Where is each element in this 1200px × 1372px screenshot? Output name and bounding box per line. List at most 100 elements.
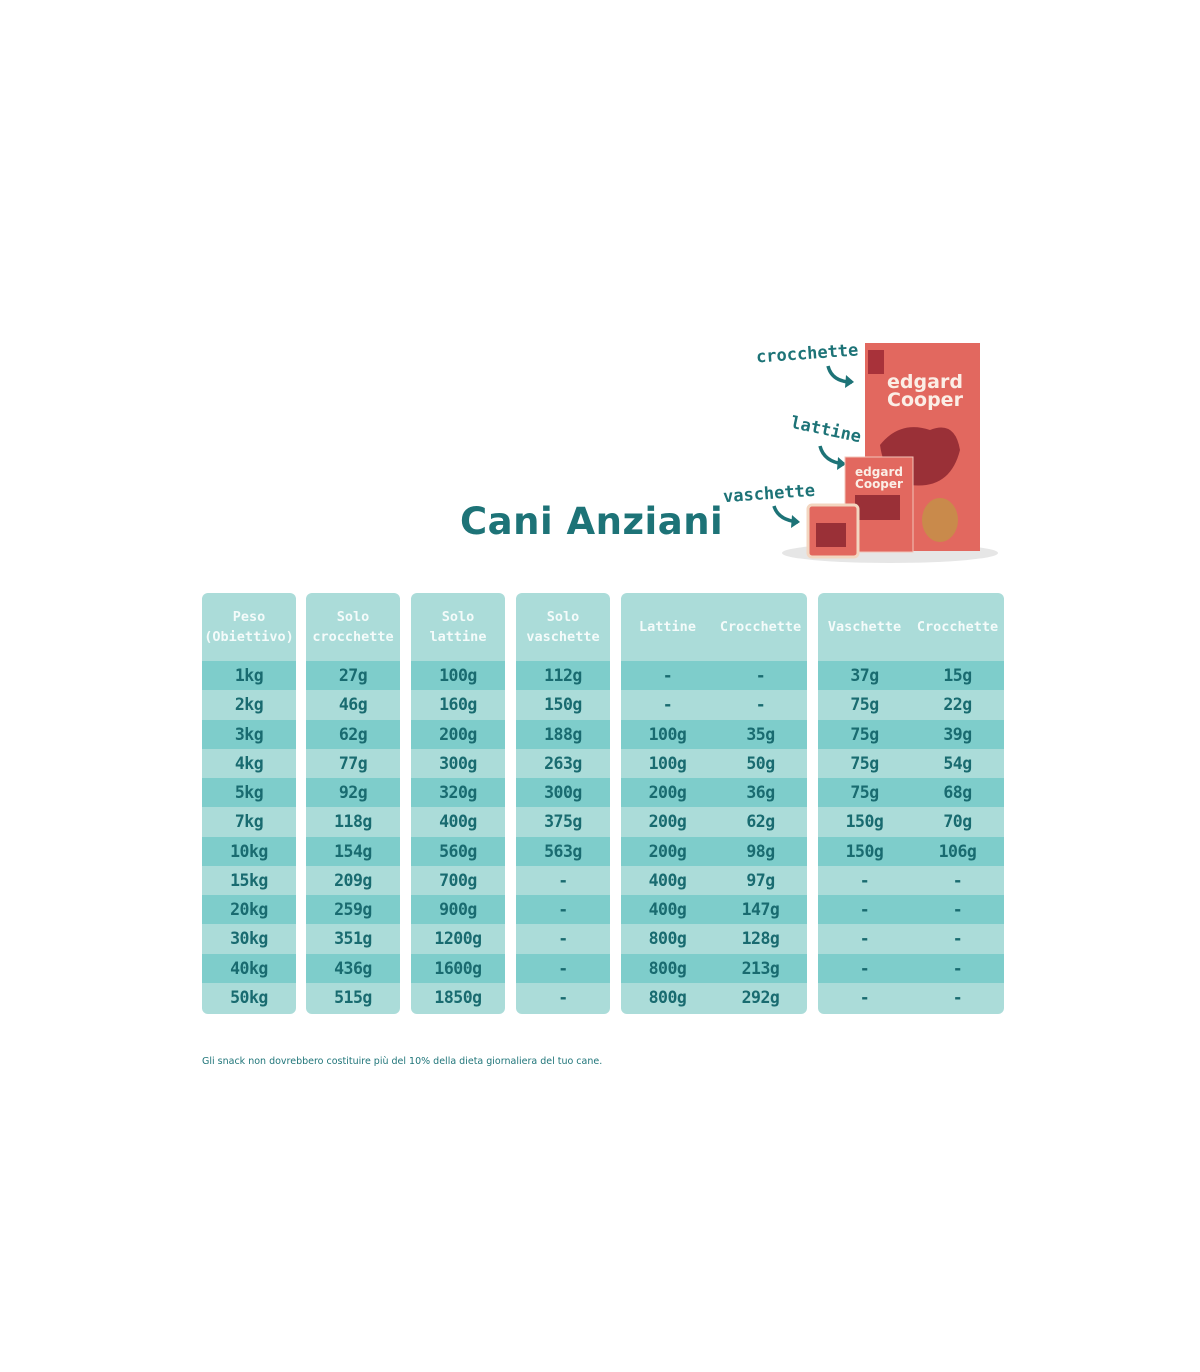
table-cell: -	[952, 929, 963, 949]
table-cell: -	[859, 870, 870, 890]
table-row: 112g	[516, 661, 610, 691]
table-cell: 75g	[850, 724, 879, 744]
panel-header: Peso (Obiettivo)	[202, 593, 296, 661]
table-cell: 160g	[439, 695, 477, 715]
arrow-icon	[818, 445, 846, 470]
table-cell: 800g	[648, 987, 687, 1007]
table-row: 10kg	[202, 836, 296, 866]
table-row: 46g	[306, 690, 400, 719]
column-header: Vaschette	[827, 619, 902, 635]
table-row: 300g	[411, 749, 505, 778]
table-cell: 106g	[938, 841, 977, 861]
table-cell: 30kg	[230, 929, 268, 949]
table-cell: -	[952, 958, 963, 978]
table-cell: 1600g	[434, 958, 482, 978]
table-cell: 10kg	[230, 841, 268, 861]
svg-text:Cooper: Cooper	[887, 389, 964, 411]
table-cell: 46g	[338, 695, 368, 715]
table-row: 40kg	[202, 953, 296, 983]
table-cell: 563g	[544, 841, 582, 861]
table-cell: 213g	[741, 958, 780, 978]
table-cell: 400g	[439, 812, 477, 832]
table-cell: -	[558, 958, 568, 978]
panel-header: Solo vaschette	[516, 593, 610, 661]
table-row: 75g 22g	[818, 690, 1004, 719]
table-cell: 22g	[943, 695, 972, 715]
table-cell: 1850g	[434, 987, 482, 1007]
table-cell: 188g	[544, 724, 582, 744]
table-cell: 200g	[648, 812, 687, 832]
table-row: 259g	[306, 895, 400, 925]
table-row: 200g 62g	[621, 807, 807, 836]
table-row: 77g	[306, 749, 400, 778]
column-header: Crocchette	[916, 619, 999, 635]
table-cell: -	[952, 870, 963, 890]
table-cell: 75g	[850, 783, 879, 803]
table-cell: -	[952, 987, 963, 1007]
table-cell: -	[859, 900, 870, 920]
table-cell: 62g	[746, 812, 775, 832]
table-cell: 75g	[850, 753, 879, 773]
table-panel: Solo vaschette 112g 150g 188g 263g 300g 375g 56…	[516, 593, 610, 1014]
table-row: 800g 292g	[621, 983, 807, 1012]
table-panel: Vaschette Crocchette 37g 15g 75g 22g 75g 39g 75g…	[818, 593, 1004, 1014]
footnote: Gli snack non dovrebbero costituire più …	[202, 1056, 603, 1067]
table-cell: 150g	[845, 812, 884, 832]
table-cell: 15kg	[230, 870, 268, 890]
table-cell: 100g	[648, 753, 687, 773]
table-cell: 92g	[338, 783, 368, 803]
table-cell: 400g	[648, 900, 687, 920]
table-cell: -	[558, 900, 568, 920]
table-row: 351g	[306, 924, 400, 953]
table-cell: -	[662, 666, 673, 686]
table-cell: 150g	[544, 695, 582, 715]
table-cell: 147g	[741, 900, 780, 920]
table-row: 50kg	[202, 983, 296, 1012]
table-row: --	[818, 895, 1004, 925]
panel-header: Solo crocchette	[306, 593, 400, 661]
table-row: 100g 35g	[621, 719, 807, 749]
table-cell: 4kg	[234, 753, 264, 773]
table-cell: 259g	[334, 900, 372, 920]
table-row: 154g	[306, 836, 400, 866]
table-row: --	[818, 953, 1004, 983]
panel-header: Solo lattine	[411, 593, 505, 661]
table-row: -	[516, 866, 610, 895]
table-row: 1kg	[202, 661, 296, 691]
table-panel: Lattine Crocchette - - - -100g 35g 100g 50g 200g 3…	[621, 593, 807, 1014]
table-cell: 15g	[943, 666, 972, 686]
table-row: 92g	[306, 778, 400, 808]
column-header: Solo crocchette	[312, 609, 394, 645]
table-cell: 375g	[544, 812, 582, 832]
table-row: --	[621, 690, 807, 719]
table-row: 75g 68g	[818, 778, 1004, 808]
table-row: 209g	[306, 866, 400, 895]
table-cell: 292g	[741, 987, 780, 1007]
table-row: -	[516, 895, 610, 925]
svg-text:edgard: edgard	[855, 465, 903, 479]
table-row: 563g	[516, 836, 610, 866]
table-cell: 515g	[334, 987, 372, 1007]
product-image: edgard Cooper edgard Cooper	[782, 343, 998, 563]
table-row: --	[621, 661, 807, 691]
table-cell: 54g	[943, 753, 972, 773]
table-row: 200g 98g	[621, 836, 807, 866]
table-row: 118g	[306, 807, 400, 836]
table-cell: -	[859, 958, 870, 978]
table-cell: 35g	[746, 724, 775, 744]
table-cell: 351g	[334, 929, 372, 949]
table-row: --	[818, 924, 1004, 953]
table-row: 375g	[516, 807, 610, 836]
table-row: 160g	[411, 690, 505, 719]
table-row: 200g 36g	[621, 778, 807, 808]
table-cell: -	[859, 987, 870, 1007]
table-cell: 300g	[439, 753, 477, 773]
table-cell: -	[558, 987, 568, 1007]
table-cell: 20kg	[230, 900, 268, 920]
table-row: 7kg	[202, 807, 296, 836]
table-row: 150g 70g	[818, 807, 1004, 836]
table-row: 436g	[306, 953, 400, 983]
table-cell: 2kg	[234, 695, 264, 715]
arrow-icon	[826, 365, 854, 388]
table-row: 400g 97g	[621, 866, 807, 895]
